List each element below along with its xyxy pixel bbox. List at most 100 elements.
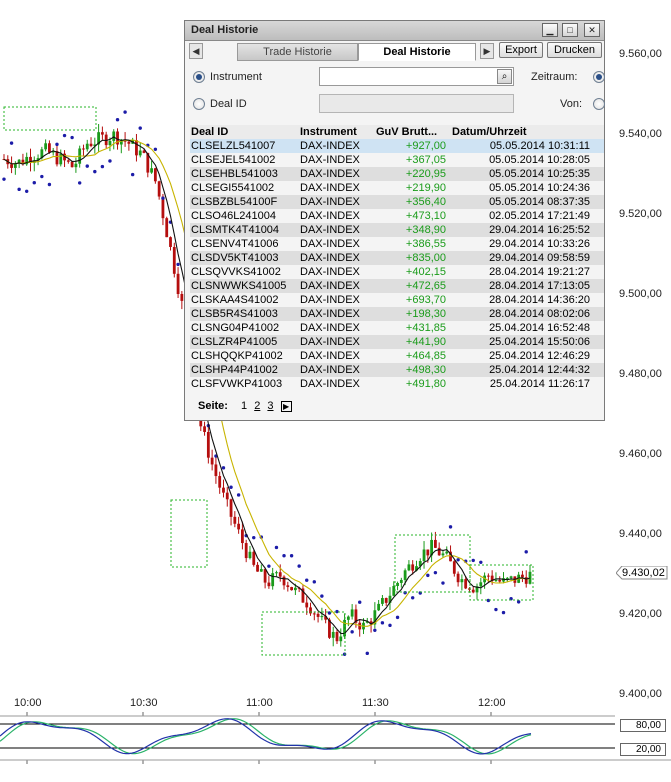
cell-instrument: DAX-INDEX	[300, 182, 360, 194]
candle-up	[331, 631, 335, 638]
sar-dot	[350, 630, 354, 634]
candle-up	[150, 168, 153, 173]
sar-dot	[358, 600, 362, 604]
cell-deal-id: CLSQVVKS41002	[191, 266, 281, 278]
candle-down	[237, 523, 241, 530]
oscillator-panel	[0, 718, 615, 755]
cell-deal-id: CLSHQQKP41002	[191, 350, 283, 362]
x-axis-tick-label: 10:30	[130, 697, 158, 709]
table-row[interactable]: CLSEHBL541003 DAX-INDEX +220,95 05.05.2014 …	[190, 167, 604, 181]
sar-dot	[2, 177, 6, 181]
table-row[interactable]: CLSEGI5541002 DAX-INDEX +219,90 05.05.2014 …	[190, 181, 604, 195]
range-box	[3, 106, 97, 131]
page-2[interactable]: 2	[254, 400, 261, 412]
table-row[interactable]: CLSHP44P41002 DAX-INDEX +498,30 25.04.2014 …	[190, 363, 604, 377]
range-box	[261, 611, 346, 656]
table-row[interactable]: CLSFVWKP41003 DAX-INDEX +491,80 25.04.2014 …	[190, 377, 604, 391]
table-row[interactable]: CLSEJEL541002 DAX-INDEX +367,05 05.05.2014 …	[190, 153, 604, 167]
tab-scroll-left-icon[interactable]: ◀	[189, 43, 203, 59]
sar-dot	[161, 196, 165, 200]
search-icon[interactable]: ⌕	[497, 69, 512, 84]
deal-id-input[interactable]	[319, 94, 514, 113]
x-axis-tick-label: 12:00	[478, 697, 506, 709]
page-1[interactable]: 1	[241, 400, 248, 412]
maximize-icon[interactable]: □	[562, 23, 578, 37]
candle-down	[241, 529, 244, 544]
table-row[interactable]: CLSDV5KT41003 DAX-INDEX +835,00 29.04.2014 …	[190, 251, 604, 265]
table-row[interactable]: CLSLZR4P41005 DAX-INDEX +441,90 25.04.2014 …	[190, 335, 604, 349]
table-row[interactable]: CLSMTK4T41004 DAX-INDEX +348,90 29.04.2014 …	[190, 223, 604, 237]
candle-down	[206, 431, 210, 458]
table-row[interactable]: CLSNWWKS41005 DAX-INDEX +472,65 28.04.2014 …	[190, 279, 604, 293]
tab-trade-historie[interactable]: Trade Historie	[237, 43, 358, 61]
table-row[interactable]: CLSNG04P41002 DAX-INDEX +431,85 25.04.2014 …	[190, 321, 604, 335]
candle-up	[365, 621, 369, 623]
cell-instrument: DAX-INDEX	[300, 322, 360, 334]
instrument-radio[interactable]	[193, 71, 205, 83]
instrument-input[interactable]: ⌕	[319, 67, 514, 86]
page-3[interactable]: 3	[267, 400, 274, 412]
sar-dot	[395, 615, 400, 620]
von-radio[interactable]	[593, 98, 605, 110]
close-icon[interactable]: ✕	[584, 23, 600, 37]
cell-instrument: DAX-INDEX	[300, 140, 360, 152]
cell-deal-id: CLSELZL541007	[191, 140, 276, 152]
table-row[interactable]: CLSHQQKP41002 DAX-INDEX +464,85 25.04.2014 …	[190, 349, 604, 363]
export-button[interactable]: Export	[499, 42, 543, 58]
col-datetime[interactable]: Datum/Uhrzeit	[452, 126, 527, 138]
candle-down	[66, 160, 70, 162]
candle-up	[17, 159, 21, 164]
candle-down	[165, 218, 169, 238]
table-row[interactable]: CLSELZL541007 DAX-INDEX +927,00 05.05.2014 …	[190, 139, 604, 153]
y-axis-tick-label: 9.440,00	[619, 528, 662, 540]
sar-dot	[335, 609, 339, 614]
next-page-icon[interactable]: ▶	[280, 400, 292, 412]
sar-dot	[274, 545, 279, 550]
candle-down	[256, 564, 259, 572]
table-row[interactable]: CLSKAA4S41002 DAX-INDEX +693,70 28.04.2014 …	[190, 293, 604, 307]
table-row[interactable]: CLSO46L241004 DAX-INDEX +473,10 02.05.2014 …	[190, 209, 604, 223]
minimize-icon[interactable]: ▁	[542, 23, 558, 37]
table-row[interactable]: CLSBZBL54100F DAX-INDEX +356,40 05.05.2014 …	[190, 195, 604, 209]
range-box	[469, 564, 534, 601]
candle-up	[502, 578, 505, 582]
col-guv[interactable]: GuV Brutt...	[376, 126, 438, 138]
col-instrument[interactable]: Instrument	[300, 126, 357, 138]
tab-deal-historie[interactable]: Deal Historie	[358, 43, 476, 61]
table-row[interactable]: CLSB5R4S41003 DAX-INDEX +198,30 28.04.2014 …	[190, 307, 604, 321]
cell-instrument: DAX-INDEX	[300, 280, 360, 292]
sar-dot	[479, 560, 483, 564]
cell-instrument: DAX-INDEX	[300, 266, 360, 278]
candle-down	[10, 164, 13, 168]
cell-deal-id: CLSDV5KT41003	[191, 252, 279, 264]
candle-down	[286, 585, 290, 588]
sar-dot	[25, 189, 29, 194]
candle-down	[426, 549, 430, 556]
candle-up	[108, 140, 112, 146]
col-deal-id[interactable]: Deal ID	[191, 126, 229, 138]
deal-table: Deal ID Instrument GuV Brutt... Datum/Uh…	[190, 125, 604, 391]
table-row[interactable]: CLSQVVKS41002 DAX-INDEX +402,15 28.04.2014 …	[190, 265, 604, 279]
dialog-titlebar[interactable]: Deal Historie ▁ □ ✕	[185, 21, 604, 41]
tab-scroll-right-icon[interactable]: ▶	[480, 43, 494, 59]
cell-datetime: 28.04.2014 08:02:06	[489, 308, 590, 320]
cell-guv: +367,05	[405, 154, 446, 166]
candle-down	[146, 152, 150, 173]
table-row[interactable]: CLSENV4T41006 DAX-INDEX +386,55 29.04.2014 …	[190, 237, 604, 251]
candle-up	[343, 619, 346, 637]
sar-dot	[62, 133, 67, 138]
zeitraum-radio[interactable]	[593, 71, 605, 83]
candle-up	[112, 131, 116, 141]
candle-up	[388, 595, 392, 603]
print-button[interactable]: Drucken	[547, 42, 602, 58]
sar-dot	[380, 621, 385, 625]
cell-guv: +473,10	[405, 210, 446, 222]
cell-instrument: DAX-INDEX	[300, 336, 360, 348]
cell-instrument: DAX-INDEX	[300, 210, 360, 222]
sar-dot	[70, 135, 74, 140]
deal-id-radio[interactable]	[193, 98, 205, 110]
candle-down	[324, 616, 328, 620]
candle-up	[350, 609, 354, 617]
sar-dot	[516, 600, 521, 604]
